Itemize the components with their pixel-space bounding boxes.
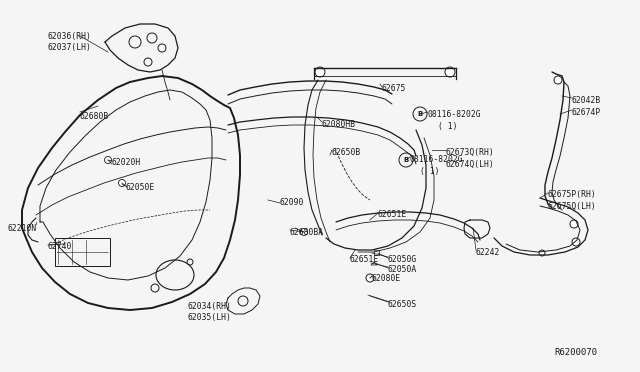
Circle shape (554, 76, 562, 84)
Text: 62675P(RH): 62675P(RH) (548, 190, 596, 199)
Bar (55, 238, 110, 266)
Text: 62674P: 62674P (572, 108, 601, 117)
Text: 62080HB: 62080HB (322, 120, 356, 129)
Text: 62037(LH): 62037(LH) (48, 43, 92, 52)
Text: ( 1): ( 1) (420, 167, 440, 176)
Text: R6200070: R6200070 (554, 348, 597, 357)
Text: 62042B: 62042B (572, 96, 601, 105)
Circle shape (104, 157, 111, 164)
Text: 62090: 62090 (280, 198, 305, 207)
Circle shape (445, 67, 455, 77)
Bar (374, 250, 379, 255)
Text: 62675: 62675 (382, 84, 406, 93)
Circle shape (570, 220, 578, 228)
Text: 62080E: 62080E (372, 274, 401, 283)
Text: 62651E: 62651E (378, 210, 407, 219)
Text: 62674Q(LH): 62674Q(LH) (446, 160, 495, 169)
Circle shape (315, 67, 325, 77)
Text: 62050E: 62050E (125, 183, 154, 192)
Circle shape (539, 250, 545, 256)
Text: 62650B: 62650B (332, 148, 361, 157)
Text: ( 1): ( 1) (438, 122, 458, 131)
Text: 08116-8202G: 08116-8202G (410, 155, 463, 164)
Text: 62034(RH): 62034(RH) (188, 302, 232, 311)
Text: 62035(LH): 62035(LH) (188, 313, 232, 322)
Text: 62242: 62242 (476, 248, 500, 257)
Circle shape (301, 228, 307, 235)
Text: 62050A: 62050A (388, 265, 417, 274)
Text: B: B (403, 157, 408, 163)
Text: 62036(RH): 62036(RH) (48, 32, 92, 41)
Text: B: B (417, 111, 422, 117)
Circle shape (118, 180, 125, 186)
Text: 62210N: 62210N (8, 224, 37, 233)
Circle shape (572, 238, 580, 246)
Text: 62673Q(RH): 62673Q(RH) (446, 148, 495, 157)
Text: 08116-8202G: 08116-8202G (428, 110, 482, 119)
Text: 62650S: 62650S (388, 300, 417, 309)
Text: 62680BA: 62680BA (290, 228, 324, 237)
Text: 62675Q(LH): 62675Q(LH) (548, 202, 596, 211)
Circle shape (366, 274, 374, 282)
Text: 62020H: 62020H (112, 158, 141, 167)
Text: 62680B: 62680B (80, 112, 109, 121)
Text: 62740: 62740 (48, 242, 72, 251)
Text: 62651E: 62651E (350, 255, 380, 264)
Text: 62050G: 62050G (388, 255, 417, 264)
